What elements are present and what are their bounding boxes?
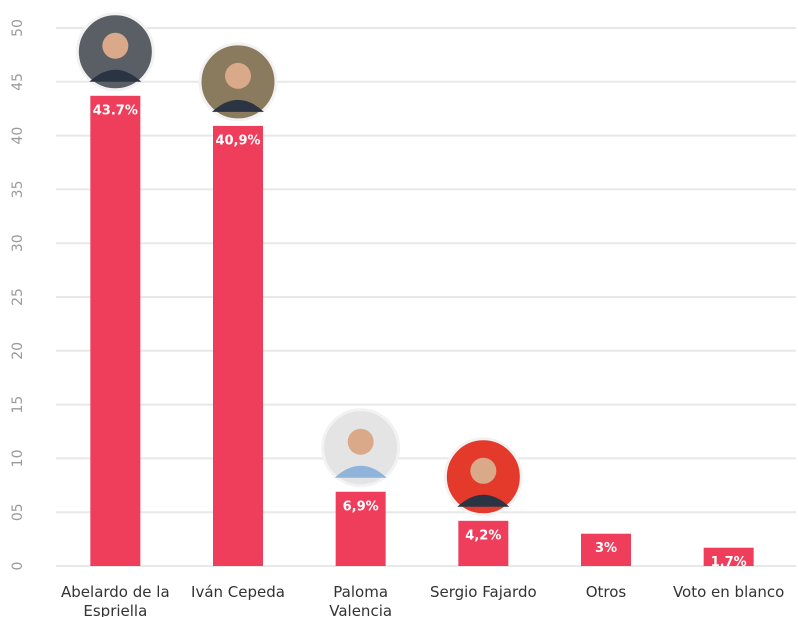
x-tick-label: Otros xyxy=(548,583,664,602)
chart: 0 05 10 15 20 25 30 35 40 45 50 43.7% 40,9% 6,9% 4,2% 3… xyxy=(0,0,798,617)
value-label: 43.7% xyxy=(93,103,138,118)
bar xyxy=(213,126,263,566)
x-tick-label: Iván Cepeda xyxy=(180,583,296,602)
y-tick-label: 05 xyxy=(10,503,26,521)
y-tick-label: 50 xyxy=(10,19,26,37)
y-tick-label: 45 xyxy=(10,73,26,91)
x-tick-label: Voto en blanco xyxy=(671,583,787,602)
x-tick-label: Abelardo de la Espriella xyxy=(57,583,173,617)
y-tick-label: 35 xyxy=(10,180,26,198)
y-tick-label: 15 xyxy=(10,396,26,414)
page: 0 05 10 15 20 25 30 35 40 45 50 43.7% 40,9% 6,9% 4,2% 3… xyxy=(0,0,798,617)
x-tick-label: Sergio Fajardo xyxy=(425,583,541,602)
value-label: 3% xyxy=(595,541,617,556)
value-label: 4,2% xyxy=(465,528,501,543)
value-label: 40,9% xyxy=(215,133,260,148)
y-tick-label: 20 xyxy=(10,342,26,360)
value-label: 1,7% xyxy=(711,555,747,570)
photo-head xyxy=(225,63,251,89)
photo-head xyxy=(102,33,128,59)
photo-head xyxy=(348,429,374,455)
photo-head xyxy=(470,458,496,484)
y-tick-label: 0 xyxy=(10,562,26,571)
bar xyxy=(90,96,140,566)
y-tick-label: 10 xyxy=(10,449,26,467)
value-label: 6,9% xyxy=(343,499,379,514)
y-tick-label: 40 xyxy=(10,127,26,145)
y-tick-label: 30 xyxy=(10,234,26,252)
y-tick-label: 25 xyxy=(10,288,26,306)
x-tick-label: Paloma Valencia xyxy=(303,583,419,617)
